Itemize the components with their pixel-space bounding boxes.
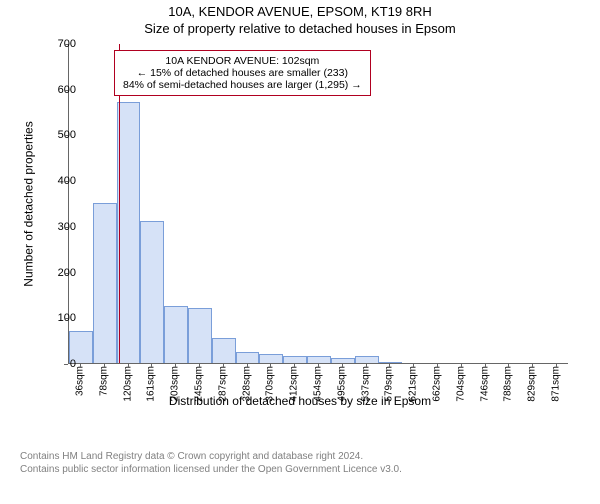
x-tick-label: 454sqm (313, 366, 324, 402)
x-tick-label: 328sqm (241, 366, 252, 402)
annotation-line: 84% of semi-detached houses are larger (… (123, 79, 362, 91)
x-tick-label: 579sqm (384, 366, 395, 402)
x-tick-label: 495sqm (336, 366, 347, 402)
x-tick-label: 287sqm (217, 366, 228, 402)
histogram-bar (188, 308, 212, 363)
x-tick-label: 871sqm (551, 366, 562, 402)
x-tick-label: 370sqm (265, 366, 276, 402)
y-tick-label: 0 (48, 358, 76, 370)
footer-line2: Contains public sector information licen… (20, 463, 600, 476)
x-tick-label: 120sqm (122, 366, 133, 402)
x-tick-label: 245sqm (193, 366, 204, 402)
annotation-box: 10A KENDOR AVENUE: 102sqm← 15% of detach… (114, 50, 371, 96)
footer-attribution: Contains HM Land Registry data © Crown c… (20, 450, 600, 476)
y-axis-label: Number of detached properties (22, 121, 36, 286)
histogram-bar (355, 356, 379, 363)
histogram-bar (307, 356, 331, 363)
title-line2: Size of property relative to detached ho… (0, 21, 600, 36)
y-tick-label: 700 (48, 38, 76, 50)
histogram-bar (140, 221, 164, 363)
annotation-line: ← 15% of detached houses are smaller (23… (123, 67, 362, 79)
footer-line1: Contains HM Land Registry data © Crown c… (20, 450, 600, 463)
x-tick-label: 621sqm (408, 366, 419, 402)
y-tick-label: 100 (48, 312, 76, 324)
x-tick-label: 161sqm (146, 366, 157, 402)
histogram-bar (164, 306, 188, 363)
x-tick-label: 788sqm (503, 366, 514, 402)
x-tick-label: 36sqm (74, 366, 85, 396)
y-tick-label: 200 (48, 267, 76, 279)
histogram-bar (236, 352, 260, 363)
x-tick-label: 203sqm (170, 366, 181, 402)
annotation-line: 10A KENDOR AVENUE: 102sqm (123, 55, 362, 67)
histogram-chart: Number of detached properties 10A KENDOR… (50, 44, 580, 394)
histogram-bar (212, 338, 236, 363)
histogram-bar (93, 203, 117, 363)
x-tick-label: 746sqm (479, 366, 490, 402)
x-tick-label: 78sqm (98, 366, 109, 396)
y-tick-label: 400 (48, 175, 76, 187)
title-line1: 10A, KENDOR AVENUE, EPSOM, KT19 8RH (0, 4, 600, 19)
x-tick-label: 412sqm (289, 366, 300, 402)
histogram-bar (283, 356, 307, 363)
histogram-bar (117, 102, 141, 363)
x-tick-label: 537sqm (360, 366, 371, 402)
y-tick-label: 300 (48, 221, 76, 233)
y-tick-label: 500 (48, 129, 76, 141)
x-tick-label: 704sqm (455, 366, 466, 402)
x-tick-label: 662sqm (432, 366, 443, 402)
y-tick-label: 600 (48, 84, 76, 96)
histogram-bar (259, 354, 283, 363)
x-tick-label: 829sqm (527, 366, 538, 402)
